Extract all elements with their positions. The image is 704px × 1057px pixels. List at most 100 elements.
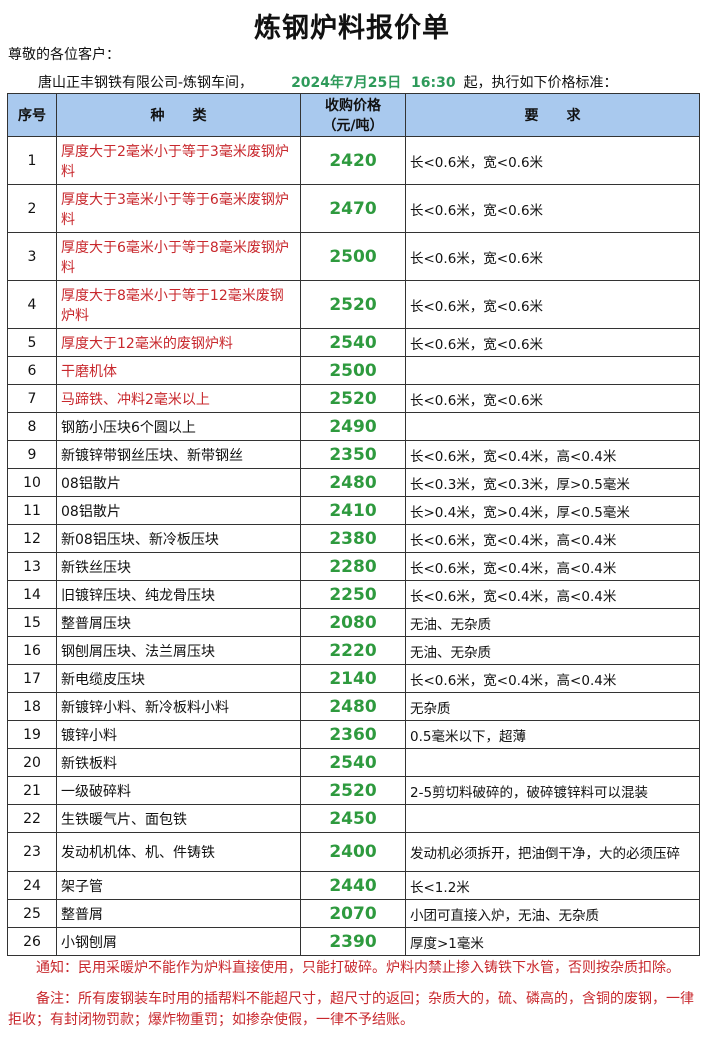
table-row: 4 厚度大于8毫米小于等于12毫米废钢炉料 2520 长<0.6米，宽<0.6米 [7,280,700,329]
table-row: 20 新铁板料 2540 [7,748,700,777]
cell-price: 2220 [300,636,406,665]
cell-no: 12 [7,524,57,553]
cell-no: 8 [7,412,57,441]
header-kind: 种 类 [56,93,301,137]
cell-price: 2350 [300,440,406,469]
cell-kind: 新铁板料 [56,748,301,777]
table-row: 23 发动机机体、机、件铸铁 2400 发动机必须拆开，把油倒干净，大的必须压碎 [7,832,700,872]
cell-req: 无杂质 [405,692,700,721]
cell-req: 长<1.2米 [405,871,700,900]
cell-no: 11 [7,496,57,525]
page-title: 炼钢炉料报价单 [254,13,450,44]
cell-kind: 马蹄铁、冲料2毫米以上 [56,384,301,413]
table-row: 9 新镀锌带钢丝压块、新带钢丝 2350 长<0.6米，宽<0.4米，高<0.4米 [7,440,700,469]
table-row: 22 生铁暖气片、面包铁 2450 [7,804,700,833]
cell-no: 5 [7,328,57,357]
company-name: 唐山正丰钢铁有限公司-炼钢车间， [38,75,254,91]
table-row: 17 新电缆皮压块 2140 长<0.6米，宽<0.4米，高<0.4米 [7,664,700,693]
cell-no: 3 [7,232,57,281]
header-price: 收购价格 （元/吨） [300,93,406,137]
cell-req: 无油、无杂质 [405,608,700,637]
cell-req: 长<0.6米，宽<0.6米 [405,280,700,329]
cell-price: 2520 [300,384,406,413]
cell-no: 23 [7,832,57,872]
cell-no: 10 [7,468,57,497]
cell-req: 长<0.6米，宽<0.4米，高<0.4米 [405,664,700,693]
cell-req: 0.5毫米以下，超薄 [405,720,700,749]
cell-kind: 新电缆皮压块 [56,664,301,693]
cell-req: 2-5剪切料破碎的，破碎镀锌料可以混装 [405,776,700,805]
cell-price: 2070 [300,899,406,928]
cell-kind: 新镀锌小料、新冷板料小料 [56,692,301,721]
intro-suffix: 起，执行如下价格标准： [463,75,618,91]
cell-req [405,356,700,385]
cell-no: 17 [7,664,57,693]
table-row: 6 干磨机体 2500 [7,356,700,385]
cell-no: 22 [7,804,57,833]
cell-no: 14 [7,580,57,609]
price-table: 序号 种 类 收购价格 （元/吨） 要 求 1 厚度大于2毫米小于等于3毫米废钢炉料… [7,93,700,956]
cell-req [405,748,700,777]
cell-req: 长<0.6米，宽<0.6米 [405,184,700,233]
cell-req [405,804,700,833]
cell-req: 长<0.6米，宽<0.4米，高<0.4米 [405,524,700,553]
cell-kind: 干磨机体 [56,356,301,385]
cell-kind: 厚度大于2毫米小于等于3毫米废钢炉料 [56,136,301,185]
cell-kind: 发动机机体、机、件铸铁 [56,832,301,872]
header-req: 要 求 [405,93,700,137]
cell-price: 2080 [300,608,406,637]
header-price-line2: （元/吨） [322,118,384,134]
table-row: 14 旧镀锌压块、纯龙骨压块 2250 长<0.6米，宽<0.4米，高<0.4米 [7,580,700,609]
cell-no: 18 [7,692,57,721]
cell-kind: 新08铝压块、新冷板压块 [56,524,301,553]
cell-price: 2360 [300,720,406,749]
intro-line: 唐山正丰钢铁有限公司-炼钢车间， 2024年7月25日 16:30 起，执行如下价格… [38,72,618,92]
table-row: 25 整普屑 2070 小团可直接入炉，无油、无杂质 [7,899,700,928]
greeting: 尊敬的各位客户： [8,47,120,63]
cell-kind: 架子管 [56,871,301,900]
effective-datetime: 2024年7月25日 16:30 [291,75,456,91]
cell-price: 2410 [300,496,406,525]
cell-price: 2540 [300,748,406,777]
cell-req: 长<0.3米，宽<0.3米，厚>0.5毫米 [405,468,700,497]
cell-kind: 厚度大于12毫米的废钢炉料 [56,328,301,357]
header-no: 序号 [7,93,57,137]
cell-req: 长<0.6米，宽<0.6米 [405,384,700,413]
cell-no: 13 [7,552,57,581]
cell-price: 2390 [300,927,406,956]
cell-no: 4 [7,280,57,329]
cell-req: 无油、无杂质 [405,636,700,665]
notes: 通知：民用采暖炉不能作为炉料直接使用，只能打破碎。炉料内禁止掺入铸铁下水管，否则… [8,958,698,1041]
cell-req: 长<0.6米，宽<0.4米，高<0.4米 [405,552,700,581]
cell-price: 2520 [300,776,406,805]
cell-kind: 钢刨屑压块、法兰屑压块 [56,636,301,665]
cell-price: 2480 [300,468,406,497]
cell-req: 长<0.6米，宽<0.6米 [405,328,700,357]
cell-kind: 整普屑 [56,899,301,928]
table-row: 10 08铝散片 2480 长<0.3米，宽<0.3米，厚>0.5毫米 [7,468,700,497]
cell-kind: 小钢刨屑 [56,927,301,956]
table-row: 2 厚度大于3毫米小于等于6毫米废钢炉料 2470 长<0.6米，宽<0.6米 [7,184,700,233]
cell-req: 长<0.6米，宽<0.4米，高<0.4米 [405,580,700,609]
cell-kind: 镀锌小料 [56,720,301,749]
cell-no: 21 [7,776,57,805]
cell-no: 24 [7,871,57,900]
cell-no: 6 [7,356,57,385]
table-header: 序号 种 类 收购价格 （元/吨） 要 求 [7,93,700,137]
table-row: 8 钢筋小压块6个圆以上 2490 [7,412,700,441]
cell-price: 2400 [300,832,406,872]
cell-req: 长<0.6米，宽<0.6米 [405,232,700,281]
table-row: 21 一级破碎料 2520 2-5剪切料破碎的，破碎镀锌料可以混装 [7,776,700,805]
cell-price: 2480 [300,692,406,721]
cell-no: 26 [7,927,57,956]
cell-no: 15 [7,608,57,637]
cell-req: 发动机必须拆开，把油倒干净，大的必须压碎 [405,832,700,872]
table-row: 3 厚度大于6毫米小于等于8毫米废钢炉料 2500 长<0.6米，宽<0.6米 [7,232,700,281]
table-row: 18 新镀锌小料、新冷板料小料 2480 无杂质 [7,692,700,721]
cell-price: 2380 [300,524,406,553]
cell-no: 1 [7,136,57,185]
cell-no: 20 [7,748,57,777]
cell-price: 2440 [300,871,406,900]
table-row: 12 新08铝压块、新冷板压块 2380 长<0.6米，宽<0.4米，高<0.4米 [7,524,700,553]
cell-price: 2280 [300,552,406,581]
